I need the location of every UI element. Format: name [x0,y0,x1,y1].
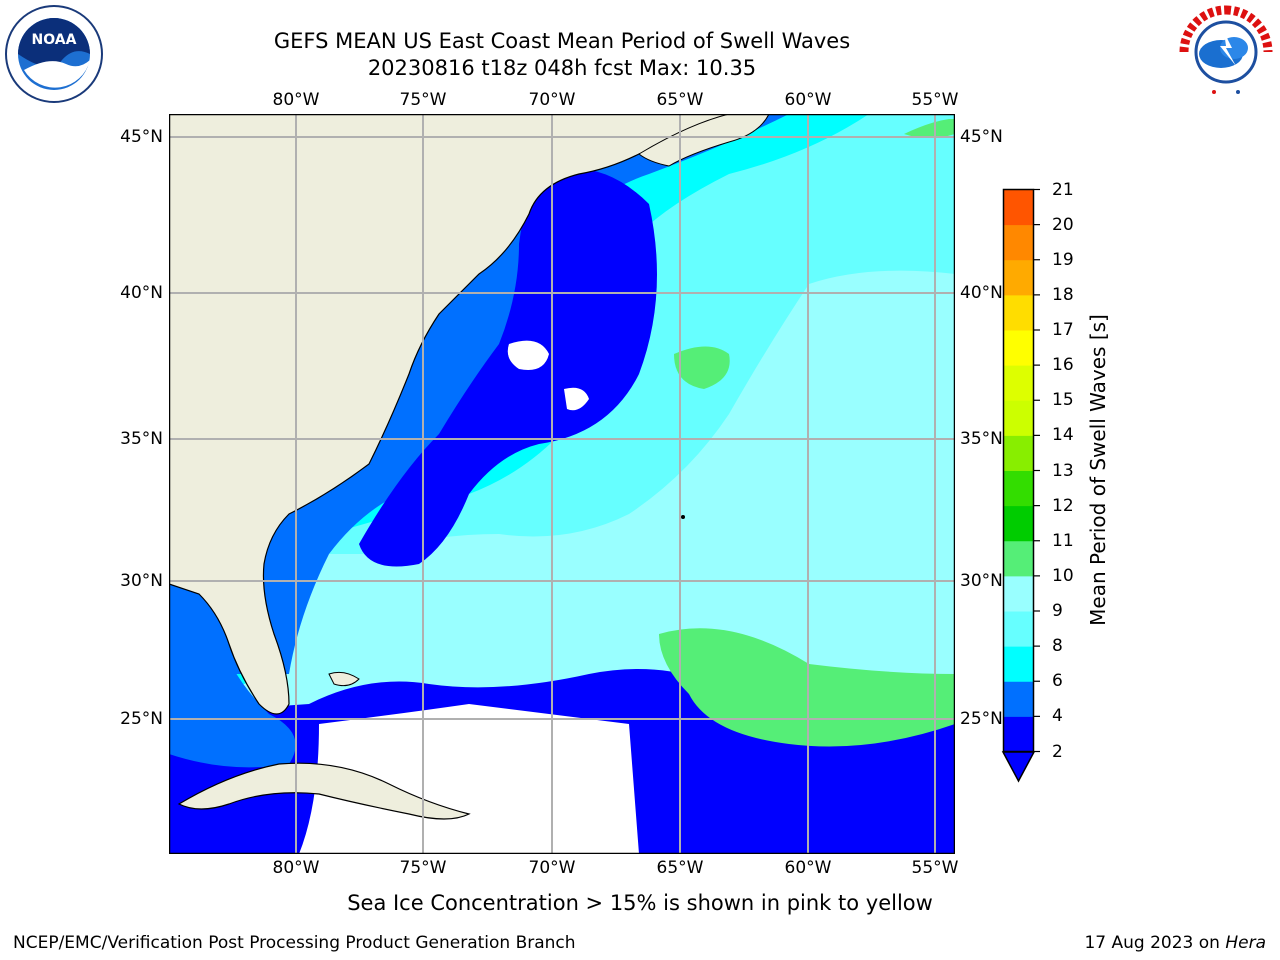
colorbar-tick-label: 17 [1052,320,1074,340]
lat-label-right-30n: 30°N [960,571,1003,591]
lat-label-left-30n: 30°N [120,571,163,591]
colorbar-tick-label: 19 [1052,249,1074,270]
colorbar-segment [1003,435,1034,471]
lat-label-right-40n: 40°N [960,283,1003,303]
colorbar-tick-label: 21 [1052,179,1074,200]
colorbar-tick-label: 12 [1052,495,1074,516]
colorbar-label: Mean Period of Swell Waves [s] [1086,314,1110,626]
colorbar-segment [1003,224,1034,261]
colorbar-segment [1003,611,1034,647]
colorbar-tick-label: 8 [1052,636,1063,657]
national-weather-service-logo [1179,5,1273,99]
credit-host: Hera [1225,933,1266,953]
no-data-patch [507,340,549,370]
colorbar-tick-label: 16 [1052,355,1074,376]
lat-label-left-35n: 35°N [120,429,163,449]
land-nova-scotia [638,114,770,167]
lon-label-top-65w: 65°W [656,90,704,110]
lon-label-top-55w: 55°W [911,90,959,110]
colorbar [1001,188,1040,783]
land-cuba [177,762,471,820]
map-panel [169,114,955,854]
colorbar-segment [1003,681,1034,717]
lon-label-bottom-60w: 60°W [784,858,832,878]
lat-label-left-45n: 45°N [120,127,163,147]
colorbar-segment [1003,400,1034,436]
colorbar-segments [1003,188,1040,753]
colorbar-segment [1003,540,1034,577]
map-frame [169,114,955,854]
colorbar-tick-label: 13 [1052,460,1074,481]
colorbar-segment [1003,365,1034,401]
colorbar-segment [1003,470,1034,507]
credit-left: NCEP/EMC/Verification Post Processing Pr… [13,933,576,953]
swell-band-8-9-ne [904,119,955,138]
map-title: GEFS MEAN US East Coast Mean Period of S… [273,29,851,53]
colorbar-tick-label: 11 [1052,530,1074,551]
colorbar-segment [1003,646,1034,682]
lon-label-top-60w: 60°W [784,90,832,110]
lon-label-bottom-80w: 80°W [272,858,320,878]
colorbar-tick-label: 6 [1052,671,1063,692]
colorbar-segment [1003,330,1034,366]
land-bahamas [328,671,360,687]
lon-label-top-80w: 80°W [272,90,320,110]
lon-label-top-70w: 70°W [528,90,576,110]
colorbar-tick-label: 10 [1052,565,1074,586]
swell-band-florida-strait [169,584,296,768]
credit-right: 17 Aug 2023 on Hera [1084,933,1266,953]
colorbar-segment [1003,189,1034,226]
land-north-america [169,114,740,715]
land-bermuda [681,515,685,519]
no-data-caribbean [299,704,639,854]
colorbar-tick-label: 20 [1052,214,1074,235]
colorbar-segment [1003,505,1034,542]
no-data-patch-2 [564,387,589,411]
colorbar-segment [1003,294,1034,331]
svg-text:NOAA: NOAA [32,32,77,48]
map-subtitle: 20230816 t18z 048h fcst Max: 10.35 [367,56,757,80]
lat-label-left-25n: 25°N [120,709,163,729]
colorbar-tick-label: 9 [1052,601,1063,621]
lon-label-bottom-70w: 70°W [528,858,576,878]
colorbar-extend-arrow [1001,751,1036,783]
swell-band-0-2 [359,168,657,567]
colorbar-segment [1003,259,1034,296]
colorbar-tick-label: 2 [1052,741,1063,762]
colorbar-tick-label: 15 [1052,390,1074,411]
colorbar-tick-label: 4 [1052,706,1063,727]
lat-label-right-25n: 25°N [960,709,1003,729]
colorbar-segment [1003,716,1034,752]
lat-label-left-40n: 40°N [120,283,163,303]
swell-band-8-9-north [674,346,730,389]
graticule [169,114,955,854]
colorbar-segment [1003,575,1034,612]
lon-label-bottom-55w: 55°W [911,858,959,878]
colorbar-tick-label: 18 [1052,284,1074,305]
lon-label-bottom-65w: 65°W [656,858,704,878]
noaa-logo: NOAA [5,5,103,103]
colorbar-tick-label: 14 [1052,425,1074,446]
lon-label-top-75w: 75°W [399,90,447,110]
lat-label-right-35n: 35°N [960,429,1003,449]
credit-date: 17 Aug 2023 on [1084,933,1226,953]
lat-label-right-45n: 45°N [960,127,1003,147]
lon-label-bottom-75w: 75°W [399,858,447,878]
sea-ice-note: Sea Ice Concentration > 15% is shown in … [0,891,1280,915]
sea-ice-note-text: Sea Ice Concentration > 15% is shown in … [347,891,933,915]
